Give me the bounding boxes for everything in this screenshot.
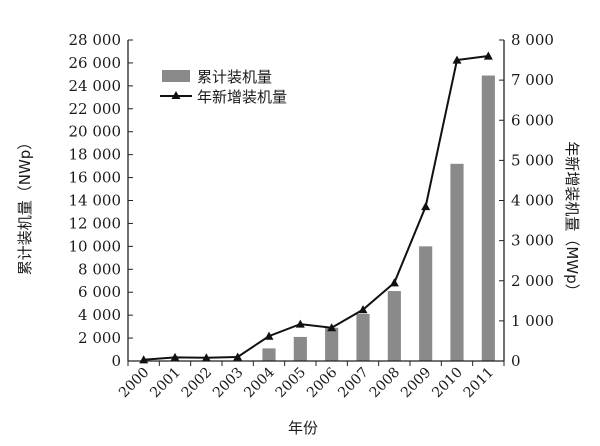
y-right-tick-label: 0 bbox=[511, 352, 521, 370]
y-left-tick-label: 14 000 bbox=[69, 192, 122, 210]
x-tick-label: 2006 bbox=[304, 364, 341, 401]
bar-2007 bbox=[356, 313, 370, 361]
y-left-tick-label: 10 000 bbox=[69, 237, 122, 255]
y-left-tick-label: 2 000 bbox=[78, 329, 121, 347]
x-tick-label: 2002 bbox=[179, 365, 216, 402]
x-tick-label: 2010 bbox=[429, 365, 466, 402]
x-tick-label: 2008 bbox=[367, 365, 404, 402]
legend-label-bar: 累计装机量 bbox=[197, 68, 272, 86]
y-left-tick-label: 12 000 bbox=[69, 214, 122, 232]
series-line-new-installs bbox=[143, 55, 489, 361]
bar-2009 bbox=[419, 246, 433, 361]
x-tick-label: 2005 bbox=[273, 365, 310, 402]
y-left-tick-label: 8 000 bbox=[78, 260, 121, 278]
x-tick-label: 2011 bbox=[461, 365, 498, 402]
ticks-group: 0 2 000 4 000 6 000 8 000 10 000 12 000 14 000 1… bbox=[69, 31, 554, 401]
y-right-tick-label: 2 000 bbox=[511, 272, 554, 290]
marker-2009 bbox=[421, 202, 431, 211]
line-group bbox=[143, 55, 489, 361]
bar-2005 bbox=[293, 336, 307, 361]
marker-2011 bbox=[483, 51, 493, 60]
y-right-tick-label: 5 000 bbox=[511, 151, 554, 169]
marker-2010 bbox=[452, 55, 462, 64]
marker-2002 bbox=[201, 353, 211, 362]
axes-group bbox=[127, 40, 505, 362]
bar-2004 bbox=[262, 348, 276, 361]
markers-group bbox=[139, 51, 493, 364]
bar-2006 bbox=[325, 327, 339, 361]
y-left-tick-label: 24 000 bbox=[69, 77, 122, 95]
x-tick-label: 2009 bbox=[398, 365, 435, 402]
y-right-tick-label: 1 000 bbox=[511, 312, 554, 330]
y-left-tick-label: 18 000 bbox=[69, 146, 122, 164]
marker-2004 bbox=[264, 331, 274, 340]
x-tick-label: 2004 bbox=[241, 364, 278, 401]
y-axis-right-title: 年新增装机量（MWp） bbox=[563, 141, 581, 298]
y-left-tick-label: 16 000 bbox=[69, 169, 122, 187]
legend-swatch-bar bbox=[162, 70, 190, 82]
y-left-tick-label: 4 000 bbox=[78, 306, 121, 324]
x-tick-label: 2001 bbox=[147, 365, 184, 402]
bar-2011 bbox=[481, 75, 495, 362]
marker-2003 bbox=[233, 352, 243, 361]
legend: 累计装机量 年新增装机量 bbox=[160, 68, 287, 106]
y-right-tick-label: 7 000 bbox=[511, 71, 554, 89]
marker-2001 bbox=[170, 352, 180, 361]
marker-2000 bbox=[139, 355, 149, 364]
y-right-tick-label: 4 000 bbox=[511, 192, 554, 210]
x-tick-label: 2003 bbox=[210, 365, 247, 402]
marker-2008 bbox=[389, 278, 399, 287]
y-axis-left-title: 累计装机量（NWp） bbox=[16, 135, 34, 276]
marker-2007 bbox=[358, 305, 368, 314]
x-axis-title: 年份 bbox=[288, 419, 318, 437]
bar-2010 bbox=[450, 163, 464, 361]
y-left-tick-label: 6 000 bbox=[78, 283, 121, 301]
y-left-tick-label: 20 000 bbox=[69, 123, 122, 141]
legend-label-line: 年新增装机量 bbox=[197, 88, 287, 106]
y-left-tick-label: 28 000 bbox=[69, 31, 122, 49]
x-tick-label: 2007 bbox=[335, 365, 372, 402]
x-tick-label: 2000 bbox=[116, 365, 153, 402]
y-right-tick-label: 3 000 bbox=[511, 232, 554, 250]
marker-2005 bbox=[295, 319, 305, 328]
legend-swatch-marker bbox=[171, 91, 181, 99]
y-left-tick-label: 22 000 bbox=[69, 100, 122, 118]
y-left-tick-label: 26 000 bbox=[69, 54, 122, 72]
bars-group bbox=[262, 75, 495, 362]
y-right-tick-label: 8 000 bbox=[511, 31, 554, 49]
y-right-tick-label: 6 000 bbox=[511, 111, 554, 129]
bar-2008 bbox=[387, 291, 401, 361]
y-left-tick-label: 0 bbox=[111, 352, 121, 370]
marker-2006 bbox=[327, 323, 337, 332]
